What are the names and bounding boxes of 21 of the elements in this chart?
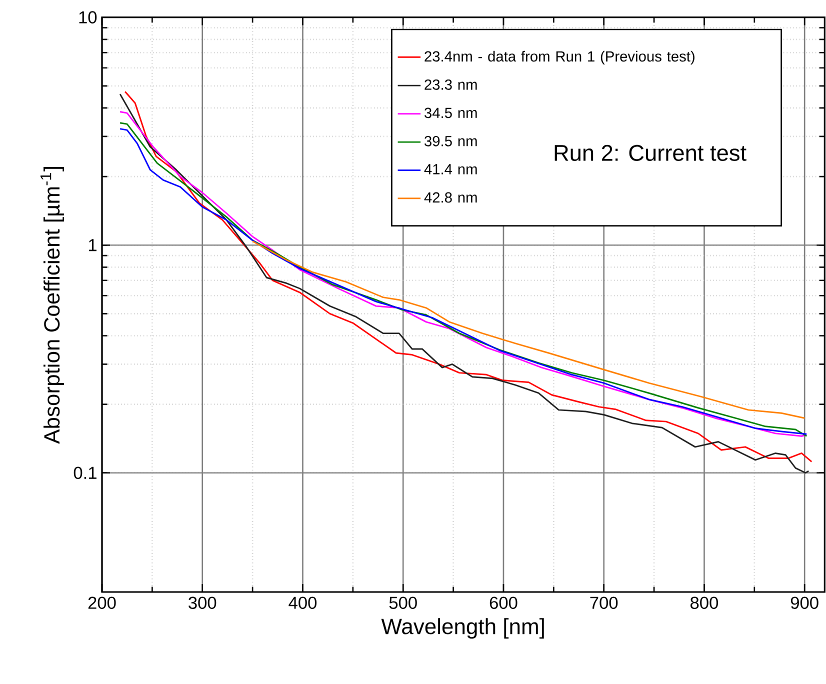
x-tick-label: 200 <box>88 596 116 609</box>
y-tick-label: 10 <box>79 11 97 24</box>
x-tick-label: 500 <box>389 596 417 609</box>
x-tick-label: 400 <box>288 596 317 609</box>
legend-label: 42.8 nm <box>424 192 477 203</box>
y-tick-label: 1 <box>88 239 96 252</box>
y-axis-title: Absorption Coefficient [µm$^{-1}$] <box>40 166 64 444</box>
x-tick-label: 800 <box>690 596 718 609</box>
legend-label: 34.5 nm <box>424 108 477 118</box>
x-tick-label: 700 <box>590 596 618 609</box>
annotation: Run 2: Current test <box>554 144 746 161</box>
x-tick-label: 900 <box>790 596 818 609</box>
legend-label: 41.4 nm <box>424 164 477 174</box>
y-tick-label: 0.1 <box>74 466 96 480</box>
line-series <box>252 240 806 419</box>
x-tick-label: 600 <box>490 596 518 609</box>
legend-label: 23.4nm - data from Run 1 (Previous test) <box>424 50 694 64</box>
x-axis-title: Wavelength [nm] <box>381 618 544 639</box>
x-tick-label: 300 <box>188 596 216 609</box>
legend-label: 39.5 nm <box>424 136 477 146</box>
legend-label: 23.3 nm <box>424 79 477 90</box>
